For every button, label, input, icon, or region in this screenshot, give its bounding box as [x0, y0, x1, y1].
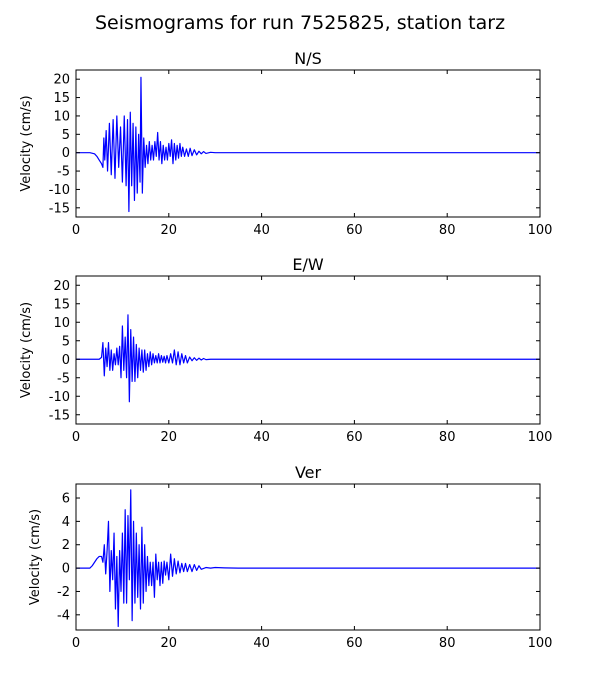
y-tick-label: 20 [53, 279, 70, 294]
y-tick-label: -5 [57, 371, 70, 386]
y-axis-label-ns: Velocity (cm/s) [19, 95, 34, 191]
y-tick-label: -15 [49, 201, 70, 216]
y-axis-label-ew: Velocity (cm/s) [19, 302, 34, 398]
figure-title: Seismograms for run 7525825, station tar… [95, 12, 505, 34]
y-tick-label: 6 [62, 492, 70, 507]
y-axis-label-ver: Velocity (cm/s) [28, 509, 43, 605]
y-tick-label: 10 [53, 109, 70, 124]
y-tick-label: -10 [49, 183, 70, 198]
panel-title-ns: N/S [294, 49, 322, 68]
x-tick-label: 0 [72, 636, 80, 651]
y-tick-label: -4 [57, 608, 70, 623]
x-tick-label: 100 [528, 636, 553, 651]
x-tick-label: 60 [346, 223, 363, 238]
y-tick-label: 15 [53, 297, 70, 312]
panel-ns: N/S Velocity (cm/s) 0 20 40 60 80 100 -15 -10 -5 0 5… [19, 49, 552, 238]
y-tick-label: -15 [49, 408, 70, 423]
x-tick-label: 20 [161, 430, 178, 445]
x-tick-label: 80 [439, 636, 456, 651]
x-tick-label: 80 [439, 430, 456, 445]
y-tick-label: -5 [57, 165, 70, 180]
x-tick-label: 40 [253, 636, 270, 651]
panel-title-ver: Ver [295, 463, 322, 482]
y-tick-label: 10 [53, 316, 70, 331]
y-tick-label: 0 [62, 353, 70, 368]
x-tick-label: 0 [72, 430, 80, 445]
y-tick-label: -10 [49, 390, 70, 405]
y-tick-label: 5 [62, 128, 70, 143]
y-tick-label: -2 [57, 585, 70, 600]
axes-frame-ns [75, 69, 541, 218]
y-tick-label: 15 [53, 91, 70, 106]
trace-line-ver [76, 489, 540, 628]
x-tick-label: 80 [439, 223, 456, 238]
y-tick-label: 2 [62, 538, 70, 553]
x-tick-label: 20 [161, 636, 178, 651]
y-tick-label: 20 [53, 73, 70, 88]
trace-line-ns [76, 76, 540, 213]
x-tick-label: 60 [346, 636, 363, 651]
trace-line-ew [76, 314, 540, 403]
axes-frame-ver [75, 483, 541, 631]
x-tick-label: 0 [72, 223, 80, 238]
panel-ver: Ver Velocity (cm/s) 0 20 40 60 80 100 -4 -2 0 2 4 6 [28, 463, 552, 651]
panel-ew: E/W Velocity (cm/s) 0 20 40 60 80 100 -15 -10 -5 0 5… [19, 255, 552, 445]
y-tick-label: 4 [62, 515, 70, 530]
axes-frame-ew [75, 275, 541, 425]
x-tick-label: 40 [253, 430, 270, 445]
y-tick-label: 0 [62, 146, 70, 161]
x-tick-label: 20 [161, 223, 178, 238]
x-tick-label: 100 [528, 223, 553, 238]
x-tick-label: 40 [253, 223, 270, 238]
y-tick-label: 5 [62, 334, 70, 349]
panel-title-ew: E/W [292, 255, 324, 274]
x-tick-label: 100 [528, 430, 553, 445]
y-tick-label: 0 [62, 562, 70, 577]
x-tick-label: 60 [346, 430, 363, 445]
